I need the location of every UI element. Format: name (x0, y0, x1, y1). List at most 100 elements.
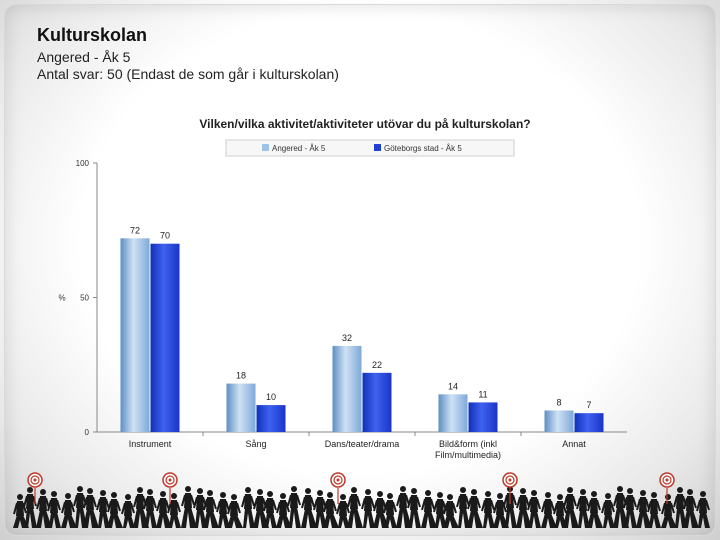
subtitle-line-1: Angered - Åk 5 (37, 49, 131, 65)
person-silhouette (216, 492, 230, 528)
y-tick-label: 0 (85, 428, 90, 437)
chart-bars (120, 238, 604, 432)
legend-entry: Göteborgs stad - Åk 5 (384, 144, 462, 153)
person-silhouette (133, 487, 149, 528)
bar-value-label: 18 (236, 371, 246, 381)
person-silhouette (563, 487, 579, 528)
person-silhouette (373, 491, 389, 528)
category-label: Sång (245, 439, 266, 449)
bar-angered (226, 383, 256, 432)
bar-angered (120, 238, 150, 432)
bar-goteborg (150, 243, 180, 432)
person-silhouette (47, 491, 61, 528)
person-silhouette (287, 486, 301, 528)
bar-value-label: 14 (448, 381, 458, 391)
person-silhouette (253, 489, 269, 528)
person-silhouette (433, 492, 447, 528)
bar-angered (544, 410, 574, 432)
person-silhouette (661, 494, 677, 528)
person-silhouette (107, 492, 123, 528)
chart-axes: 0 50 100% (58, 159, 627, 437)
person-silhouette (121, 494, 135, 528)
bar-chart: Vilken/vilka aktivitet/aktiviteter utöva… (58, 117, 627, 460)
bar-angered (332, 345, 362, 432)
person-silhouette (241, 487, 255, 528)
bar-goteborg (468, 402, 498, 432)
y-tick-label: 50 (80, 294, 89, 303)
subtitle-line-2: Antal svar: 50 (Endast de som går i kult… (37, 66, 339, 82)
person-silhouette (647, 492, 661, 528)
bar-value-label: 22 (372, 360, 382, 370)
bar-value-label: 8 (556, 397, 561, 407)
y-tick-label: 100 (76, 159, 90, 168)
slide-title: Kulturskolan (37, 25, 148, 45)
target-marker-icon (330, 472, 346, 504)
person-silhouette (313, 490, 327, 528)
person-silhouette (587, 491, 603, 528)
person-silhouette (263, 491, 277, 528)
person-silhouette (493, 493, 509, 528)
person-silhouette (396, 486, 412, 528)
person-silhouette (383, 493, 397, 528)
chart-legend: Angered - Åk 5 Göteborgs stad - Åk 5 (225, 139, 515, 157)
person-silhouette (456, 487, 470, 528)
person-silhouette (347, 487, 363, 528)
person-silhouette (13, 494, 29, 528)
category-label: Annat (562, 439, 586, 449)
person-silhouette (516, 488, 532, 528)
person-silhouette (443, 494, 459, 528)
person-silhouette (301, 488, 317, 528)
person-silhouette (276, 493, 292, 528)
person-silhouette (636, 490, 652, 528)
person-silhouette (696, 491, 710, 528)
person-silhouette (541, 492, 557, 528)
person-silhouette (143, 489, 157, 528)
person-silhouette (181, 486, 197, 528)
bar-value-label: 70 (160, 231, 170, 241)
legend-box (225, 139, 515, 157)
category-label: Instrument (129, 439, 172, 449)
person-silhouette (361, 489, 375, 528)
person-silhouette (421, 490, 437, 528)
bar-goteborg (574, 413, 604, 432)
bar-value-label: 7 (586, 400, 591, 410)
chart-labels: 72 70 Instrument 18 10 Sång 32 22 Dans/teater/dr… (129, 225, 592, 460)
person-silhouette (227, 494, 243, 528)
person-silhouette (323, 492, 339, 528)
legend-swatch (374, 144, 381, 151)
person-silhouette (203, 490, 219, 528)
person-silhouette (481, 491, 495, 528)
bar-value-label: 72 (130, 225, 140, 235)
target-marker-icon (162, 472, 178, 504)
person-silhouette (73, 486, 87, 528)
person-silhouette (527, 490, 541, 528)
legend-swatch (262, 144, 269, 151)
target-marker-icon (27, 472, 43, 504)
bar-value-label: 32 (342, 333, 352, 343)
target-marker-icon (502, 472, 518, 504)
slide-frame (4, 4, 716, 536)
person-silhouette (623, 488, 637, 528)
footer-people-decoration (13, 472, 710, 528)
person-silhouette (467, 489, 483, 528)
person-silhouette (83, 488, 99, 528)
person-silhouette (156, 491, 172, 528)
person-silhouette (193, 488, 207, 528)
person-silhouette (336, 494, 350, 528)
chart-title: Vilken/vilka aktivitet/aktiviteter utöva… (199, 117, 530, 131)
person-silhouette (23, 487, 37, 528)
target-marker-icon (659, 472, 675, 504)
category-label: Film/multimedia) (435, 450, 501, 460)
bar-value-label: 10 (266, 392, 276, 402)
y-axis-label: % (58, 294, 65, 303)
legend-entry: Angered - Åk 5 (272, 144, 326, 153)
person-silhouette (61, 493, 77, 528)
bar-value-label: 11 (478, 389, 487, 399)
person-silhouette (601, 493, 615, 528)
person-silhouette (167, 493, 181, 528)
person-silhouette (407, 488, 421, 528)
bar-goteborg (256, 405, 286, 432)
category-label: Bild&form (inkl (439, 439, 497, 449)
person-silhouette (36, 489, 52, 528)
